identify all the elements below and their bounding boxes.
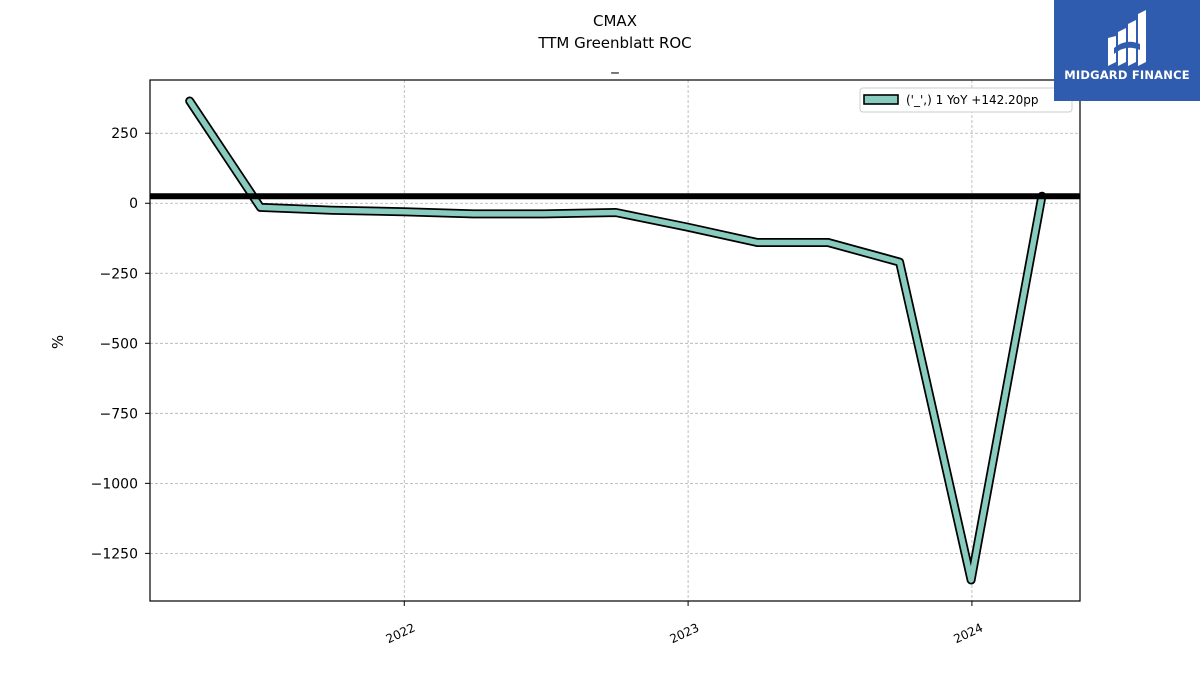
series-line-outline [185, 96, 1047, 585]
x-tick-label: 2024 [951, 621, 985, 647]
x-axis: 2022 2023 2024 [384, 601, 985, 646]
midgard-logo-icon [1108, 10, 1146, 66]
y-tick-label: −750 [100, 406, 138, 422]
logo-text: MIDGARD FINANCE [1064, 68, 1190, 82]
chart-title: CMAX [593, 12, 637, 30]
series-line [186, 98, 1045, 583]
grid-lines [150, 80, 1080, 601]
y-tick-label: 250 [111, 126, 138, 142]
plot-area-border [149, 79, 1081, 602]
midgard-finance-logo: MIDGARD FINANCE [1054, 0, 1200, 101]
y-axis: 250 0 −250 −500 −750 −1000 −1250 [91, 126, 150, 562]
chart-subtitle: TTM Greenblatt ROC [537, 34, 691, 52]
chart-subtitle-2: _ [610, 56, 619, 75]
y-tick-label: −1000 [91, 476, 138, 492]
series-layer [150, 96, 1080, 585]
y-tick-label: 0 [129, 196, 138, 212]
legend-swatch [863, 94, 899, 105]
x-tick-label: 2023 [668, 621, 702, 647]
y-tick-label: −250 [100, 266, 138, 282]
legend-label: ('_',) 1 YoY +142.20pp [906, 93, 1039, 107]
y-tick-label: −500 [100, 336, 138, 352]
y-tick-label: −1250 [91, 546, 138, 562]
legend: ('_',) 1 YoY +142.20pp [859, 87, 1073, 113]
y-axis-label: % [49, 335, 67, 349]
x-tick-label: 2022 [384, 621, 418, 647]
